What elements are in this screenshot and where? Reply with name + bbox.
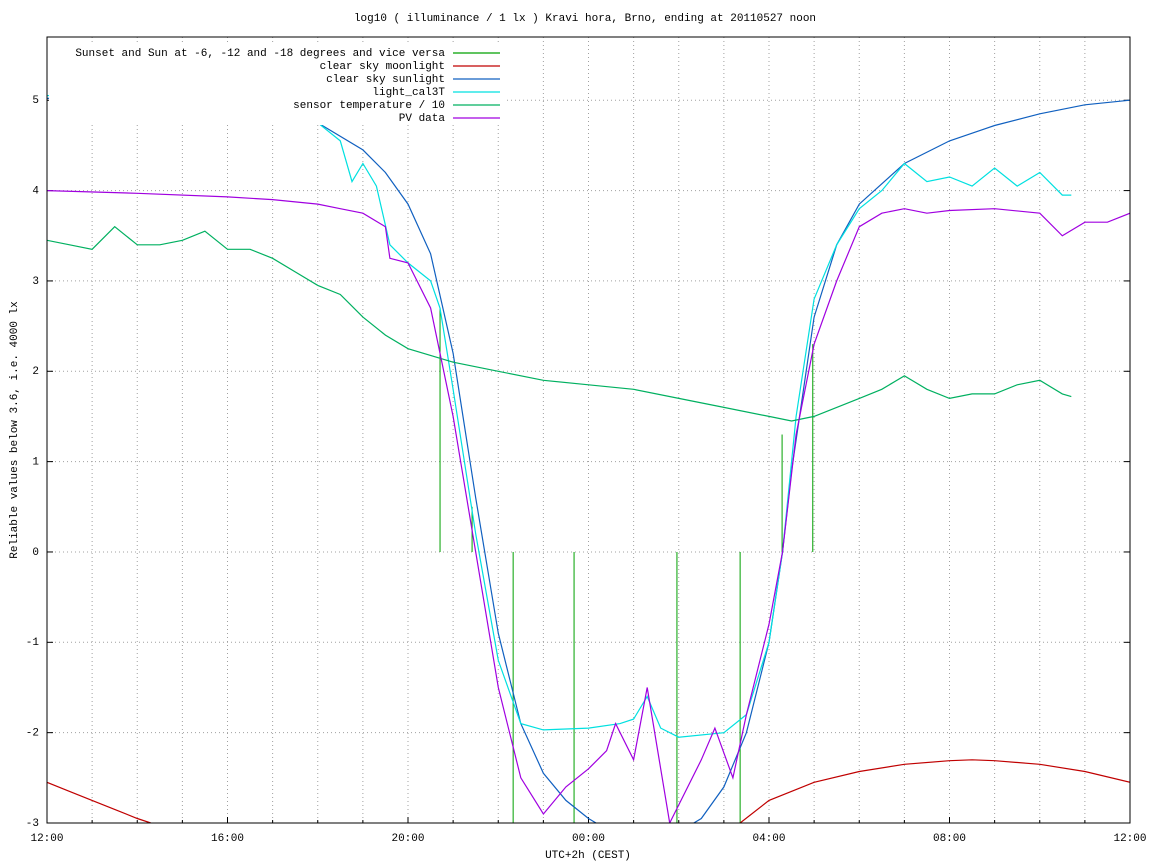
x-tick-label: 04:00 — [752, 833, 785, 845]
x-tick-label: 08:00 — [933, 833, 966, 845]
series-line — [47, 190, 1130, 823]
legend-label: PV data — [399, 113, 446, 125]
plot-frame — [46, 36, 1131, 824]
y-tick-label: 0 — [32, 547, 39, 559]
y-tick-label: -2 — [26, 728, 39, 740]
y-tick-label: 1 — [32, 457, 39, 469]
y-tick-label: 2 — [32, 366, 39, 378]
x-axis-label: UTC+2h (CEST) — [545, 850, 631, 862]
legend-label: clear sky moonlight — [320, 61, 445, 73]
series-line — [47, 759, 1130, 823]
series-line — [47, 92, 1072, 738]
x-tick-label: 00:00 — [572, 833, 605, 845]
legend-label: clear sky sunlight — [326, 74, 445, 86]
x-tick-label: 16:00 — [211, 833, 244, 845]
chart-title: log10 ( illuminance / 1 lx ) Kravi hora,… — [354, 13, 816, 25]
y-tick-label: 3 — [32, 276, 39, 288]
legend-label: light_cal3T — [372, 87, 445, 99]
y-tick-label: 5 — [32, 95, 39, 107]
legend-background — [49, 45, 504, 125]
x-tick-label: 20:00 — [391, 833, 424, 845]
series-line — [47, 225, 1072, 422]
y-tick-label: 4 — [32, 185, 39, 197]
legend: Sunset and Sun at -6, -12 and -18 degree… — [49, 45, 504, 125]
x-tick-label: 12:00 — [1113, 833, 1146, 845]
y-tick-label: -3 — [26, 818, 39, 830]
legend-label: Sunset and Sun at -6, -12 and -18 degree… — [75, 48, 445, 60]
y-tick-label: -1 — [26, 637, 40, 649]
y-axis-label: Reliable values below 3.6, i.e. 4000 lx — [9, 301, 21, 559]
grid — [46, 37, 1131, 824]
x-tick-label: 12:00 — [30, 833, 63, 845]
legend-label: sensor temperature / 10 — [293, 100, 445, 112]
